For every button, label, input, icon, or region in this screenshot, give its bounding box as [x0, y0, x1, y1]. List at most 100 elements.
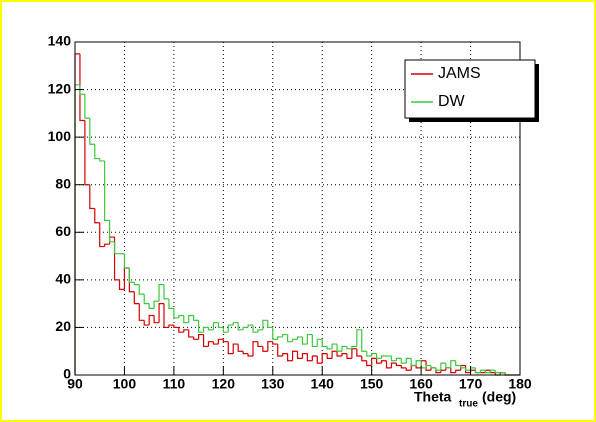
- histogram-bin: [405, 367, 412, 371]
- histogram-bin: [361, 329, 367, 352]
- histogram-bin: [311, 355, 318, 361]
- histogram-bin: [390, 355, 397, 362]
- histogram-bin: [217, 338, 224, 345]
- y-tick-label: 100: [48, 128, 72, 144]
- histogram-bin: [316, 338, 323, 347]
- histogram-bin: [128, 267, 135, 283]
- histogram-bin: [479, 369, 486, 373]
- histogram-bin: [94, 208, 100, 224]
- histogram-bin: [99, 222, 105, 248]
- histogram-bin: [272, 327, 278, 340]
- y-tick-label: 60: [55, 223, 71, 239]
- histogram-bin: [301, 352, 308, 359]
- histogram-bin: [168, 298, 174, 309]
- histogram-bin: [212, 341, 219, 345]
- histogram-bin: [356, 329, 362, 347]
- histogram-bin: [465, 367, 471, 371]
- histogram-bin: [346, 353, 352, 359]
- histogram-bin: [202, 326, 209, 333]
- histogram-bin: [277, 344, 283, 357]
- histogram-bin: [242, 351, 249, 355]
- histogram-bin: [440, 369, 446, 373]
- histogram-bin: [99, 158, 105, 162]
- histogram-bin: [257, 329, 263, 333]
- legend: JAMS DW: [404, 59, 539, 122]
- histogram-bin: [232, 322, 239, 326]
- histogram-bin: [395, 363, 402, 367]
- histogram-bin: [163, 303, 169, 329]
- histogram-bin: [193, 336, 199, 340]
- histogram-bin: [351, 348, 357, 359]
- axes: 90 100 110 120 130 140 150 160 170 180 0 20 40 60 80 10…: [48, 33, 532, 392]
- histogram-bin: [153, 315, 160, 324]
- legend-box: [404, 59, 536, 119]
- histogram-bin: [474, 367, 481, 374]
- x-label-sub: true: [459, 399, 478, 410]
- histogram-bin: [336, 351, 342, 357]
- x-tick-label: 120: [212, 376, 236, 392]
- histogram-bin: [366, 351, 372, 357]
- histogram-bin: [198, 333, 204, 340]
- histogram-bin: [222, 327, 229, 333]
- x-tick-label: 110: [163, 376, 186, 392]
- histogram-bin: [380, 360, 387, 364]
- histogram-bin: [183, 315, 189, 324]
- histogram-bin: [202, 334, 209, 348]
- histogram-bin: [455, 369, 461, 373]
- histogram-bin: [450, 367, 456, 374]
- histogram-bin: [306, 353, 313, 362]
- histogram-bin: [341, 345, 347, 352]
- histogram-bin: [173, 308, 179, 319]
- histogram-bin: [277, 336, 283, 340]
- histogram-bin: [336, 344, 342, 352]
- histogram-bin: [371, 352, 377, 356]
- histogram-bin: [376, 353, 382, 359]
- histogram-bin: [104, 243, 110, 247]
- histogram-bin: [296, 336, 303, 340]
- histogram-bin: [282, 352, 288, 356]
- histogram-bin: [193, 315, 199, 321]
- histogram-bin: [366, 360, 372, 367]
- y-tick-label: 0: [63, 366, 71, 382]
- histogram-bin: [89, 118, 95, 145]
- x-tick-label: 180: [508, 376, 532, 392]
- histogram-bin: [346, 346, 352, 350]
- histogram-bin: [153, 300, 160, 309]
- histogram-bin: [212, 322, 219, 330]
- histogram-bin: [371, 357, 377, 366]
- histogram-bin: [306, 333, 313, 345]
- histogram-bin: [410, 358, 417, 367]
- histogram-bin: [138, 284, 145, 295]
- histogram-bin: [252, 341, 258, 356]
- histogram-bin: [217, 322, 224, 329]
- histogram-bin: [168, 324, 174, 328]
- legend-label: DW: [438, 93, 466, 110]
- histogram-bin: [405, 357, 412, 364]
- histogram-bin: [148, 314, 155, 326]
- x-label-unit: (deg): [482, 389, 516, 405]
- histogram-bin: [118, 279, 125, 290]
- histogram-bin: [262, 346, 268, 352]
- histogram-bin: [113, 241, 120, 255]
- y-tick-label: 20: [55, 318, 71, 334]
- histogram-bin: [291, 338, 298, 342]
- histogram-bin: [321, 339, 328, 348]
- histogram-bin: [227, 324, 234, 333]
- histogram-bin: [445, 363, 451, 369]
- histogram-bin: [84, 94, 90, 119]
- histogram-bin: [425, 364, 431, 368]
- histogram-bin: [291, 350, 298, 361]
- histogram-bin: [450, 360, 456, 368]
- histogram-bin: [287, 353, 293, 362]
- histogram-bin: [84, 120, 90, 186]
- histogram-bin: [257, 341, 263, 348]
- histogram-bin: [178, 327, 184, 333]
- histogram-bin: [133, 291, 140, 305]
- histogram-bin: [430, 365, 436, 369]
- histogram-bin: [178, 314, 184, 318]
- frame: [74, 41, 521, 376]
- histogram-bin: [440, 362, 446, 371]
- histogram-bin: [415, 360, 422, 366]
- histogram-bin: [351, 345, 357, 349]
- histogram-bin: [267, 341, 273, 352]
